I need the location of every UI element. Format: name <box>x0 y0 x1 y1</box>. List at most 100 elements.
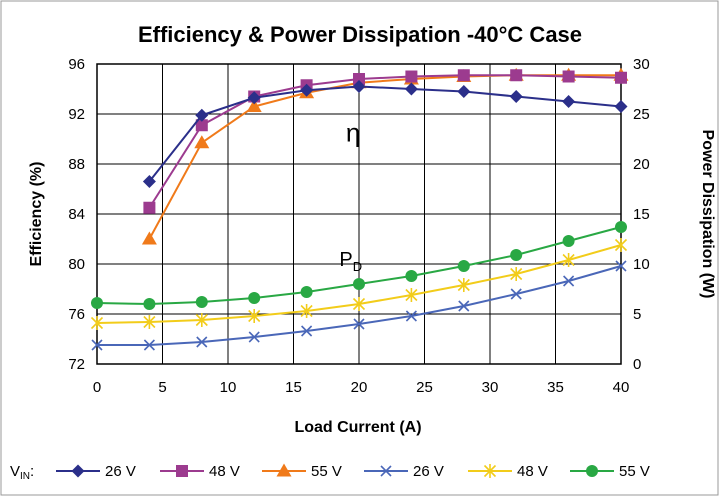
annotation-text: η <box>346 118 360 148</box>
data-point <box>301 325 313 337</box>
y2-tick-label: 5 <box>633 306 641 323</box>
x-tick-label: 35 <box>547 379 564 396</box>
y2-tick-label: 15 <box>633 206 650 223</box>
legend-prefix-main: V <box>10 463 20 480</box>
legend-item-2: 48 V <box>160 463 240 480</box>
data-point <box>143 339 155 351</box>
series-4-right-26V <box>91 260 627 351</box>
y2-tick-label: 0 <box>633 356 641 373</box>
y-tick-label: 76 <box>68 306 85 323</box>
legend-label: 48 V <box>209 463 240 480</box>
data-point <box>405 270 418 282</box>
legend-marker <box>276 463 292 477</box>
legend-marker <box>176 465 188 477</box>
data-point <box>195 108 209 122</box>
data-point <box>562 95 576 108</box>
data-point <box>300 304 313 318</box>
x-tick-label: 0 <box>93 379 101 396</box>
data-point <box>247 91 261 105</box>
data-point <box>246 99 262 112</box>
y2-tick-label: 20 <box>633 156 650 173</box>
legend-prefix: VIN: <box>10 463 34 482</box>
chart-title: Efficiency & Power Dissipation -40°C Cas… <box>138 22 582 47</box>
x-axis-title: Load Current (A) <box>294 419 421 436</box>
annotation-efficiency: η <box>346 118 360 148</box>
data-point <box>614 100 628 113</box>
data-point <box>195 313 208 327</box>
data-point <box>562 253 575 267</box>
marker-stroke <box>563 275 575 287</box>
data-point <box>300 83 314 97</box>
data-point <box>563 275 575 287</box>
data-point <box>404 82 418 96</box>
axis-ticks: 0 5 10 15 20 25 30 35 40 72 76 80 84 88 92 96 0 5 10 15 20 25… <box>68 56 649 396</box>
legend-marker <box>71 464 85 478</box>
x-tick-label: 5 <box>158 379 166 396</box>
y-tick-label: 96 <box>68 56 85 73</box>
legend-item-1: 26 V <box>56 463 136 480</box>
annotation-text: P <box>339 249 352 271</box>
legend-item-6: 55 V <box>570 463 650 480</box>
data-point <box>248 309 261 323</box>
marker-stroke <box>196 336 208 348</box>
data-point <box>562 235 575 247</box>
data-point <box>458 300 470 312</box>
series-line <box>148 74 622 209</box>
y-tick-label: 92 <box>68 106 85 123</box>
y2-tick-label: 30 <box>633 56 650 73</box>
legend-label: 26 V <box>105 463 136 480</box>
data-point <box>195 119 208 132</box>
series-6-right-55V <box>91 221 627 310</box>
legend-prefix-sub: IN <box>20 471 30 482</box>
data-point <box>457 69 470 82</box>
marker-stroke <box>405 310 417 322</box>
legend-item-3: 55 V <box>262 463 342 480</box>
data-point <box>300 286 313 298</box>
series-1-left-26V <box>142 80 628 188</box>
annotation-power-dissipation: PD <box>339 249 362 274</box>
y-axis-title: Efficiency (%) <box>28 162 45 267</box>
data-point <box>457 260 470 272</box>
data-point <box>510 249 523 261</box>
series-line <box>148 85 622 183</box>
data-point <box>352 80 366 93</box>
data-point <box>143 298 156 310</box>
data-point <box>353 73 365 85</box>
data-point <box>90 316 104 330</box>
data-point <box>248 292 261 304</box>
data-point <box>510 267 523 281</box>
y-tick-label: 80 <box>68 256 85 273</box>
x-tick-label: 25 <box>416 379 433 396</box>
x-tick-label: 15 <box>285 379 302 396</box>
marker-stroke <box>91 339 103 351</box>
legend-prefix-suffix: : <box>30 463 34 480</box>
series-layer <box>90 67 629 351</box>
y2-axis-title: Power Dissipation (W) <box>699 130 716 299</box>
marker-stroke <box>510 288 522 300</box>
data-point <box>457 85 471 98</box>
data-point <box>142 175 156 188</box>
legend-marker <box>483 464 497 478</box>
marker-stroke <box>353 318 365 330</box>
annotation-subscript: D <box>353 259 362 274</box>
data-point <box>353 278 365 290</box>
data-point <box>194 135 210 149</box>
legend-item-5: 48 V <box>468 463 548 480</box>
x-tick-label: 20 <box>351 379 368 396</box>
y-tick-label: 84 <box>68 206 85 223</box>
annotations: η PD <box>339 118 362 275</box>
data-point <box>248 331 260 343</box>
data-point <box>509 90 523 103</box>
marker-stroke <box>248 331 260 343</box>
data-point <box>615 260 627 272</box>
series-5-right-48V <box>90 238 628 330</box>
data-point <box>352 297 366 311</box>
legend: VIN: 26 V 48 V 55 V 26 V 48 V 55 V <box>10 463 650 482</box>
data-point <box>510 288 522 300</box>
data-point <box>562 70 575 83</box>
marker-stroke <box>615 260 627 272</box>
data-point <box>615 71 627 84</box>
data-point <box>615 221 627 233</box>
legend-marker <box>586 465 598 477</box>
data-point <box>195 296 208 308</box>
